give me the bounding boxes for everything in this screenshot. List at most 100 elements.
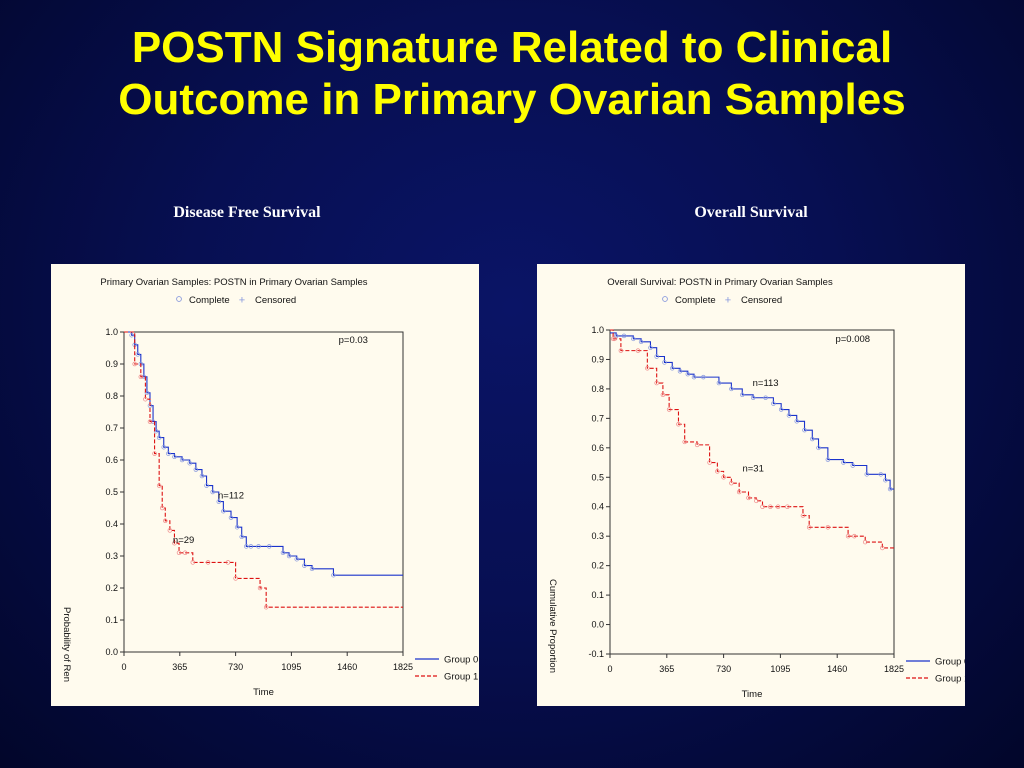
chart1-ytick-label: 0.1: [591, 590, 604, 600]
chart0-series-group0-point: [221, 508, 226, 514]
chart0-title: Primary Ovarian Samples: POSTN in Primar…: [100, 277, 367, 288]
chart1-ytick-label: 0.9: [591, 354, 604, 364]
chart1-series-group0-point: [778, 407, 784, 412]
chart1-series-group0-point: [810, 436, 815, 442]
chart1-series-group0-point: [691, 374, 697, 380]
chart1-series-group1-point: [806, 525, 812, 530]
chart1-annotation: n=31: [742, 463, 763, 474]
chart1-censored-marker-icon: +: [725, 295, 731, 307]
chart0-series-group0-point: [280, 550, 286, 556]
chart0-series-group0-point: [135, 352, 141, 357]
chart0-xtick-label: 1460: [337, 662, 357, 672]
chart0-series-group1-point: [167, 528, 173, 533]
chart1-xtick-label: 1825: [884, 664, 904, 674]
chart1-series-group0-point: [701, 374, 706, 380]
chart1-series-group1-point: [775, 504, 781, 509]
chart0-series-group0-point: [234, 524, 240, 530]
chart1-series-group1-point: [666, 407, 672, 412]
chart1-series-group1-point: [694, 442, 700, 448]
chart1-series-group1-point: [654, 380, 659, 386]
chart1-ytick-label: 1.0: [591, 325, 604, 335]
chart0-series-group0-point: [172, 454, 177, 460]
chart0-series-group0-point: [244, 544, 249, 549]
chart0-annotation: p=0.03: [339, 335, 368, 346]
chart1-annotation: n=113: [753, 378, 779, 389]
chart1-series-group0-point: [786, 413, 792, 418]
chart0-annotation: n=29: [173, 535, 194, 546]
chart0-series-group0-point: [294, 556, 300, 562]
chart1-series-group0-point: [825, 457, 831, 462]
chart1-series-group0-point: [638, 339, 644, 345]
chart1-ytick-label: 0.4: [591, 502, 604, 512]
chart1-series-group1-point: [676, 422, 681, 427]
chart0-series-group1-point: [205, 560, 211, 565]
slide-title: POSTN Signature Related to Clinical Outc…: [0, 22, 1024, 126]
chart0-series-group0-point: [144, 390, 150, 396]
chart0-series-group0-point: [204, 483, 209, 488]
chart1-ylabel: Cumulative Proportion: [547, 579, 558, 673]
chart1-series-group1-point: [800, 513, 806, 518]
chart0-ytick-label: 0.6: [105, 455, 118, 465]
chart0-series-group1-point: [132, 361, 137, 367]
chart1-series-group1-point: [852, 533, 857, 539]
chart1-series-group1-point: [754, 498, 759, 504]
chart0-series-group0-point: [228, 515, 234, 520]
right-chart-subtitle: Overall Survival: [694, 204, 808, 221]
chart0-xtick-label: 730: [228, 662, 243, 672]
chart0-series-group0-point: [239, 534, 244, 540]
chart0-ytick-label: 0.5: [105, 487, 118, 497]
chart1-ytick-label: 0.8: [591, 384, 604, 394]
chart0-series-group1-point: [182, 550, 188, 556]
chart1-series-group1-point: [715, 469, 720, 474]
chart1-series-group0-point: [841, 460, 846, 465]
chart0-series-group1-line: [124, 331, 403, 608]
chart0-series-group0-point: [256, 544, 261, 549]
chart0-series-group0-point: [193, 467, 199, 472]
chart0-series-group1-point: [152, 451, 157, 456]
chart1-legend-group0: Group 0.: [935, 657, 965, 668]
chart0-xtick-label: 1825: [393, 662, 413, 672]
chart1-xtick-label: 1460: [827, 664, 847, 674]
chart0-series-group1-point: [172, 540, 177, 546]
chart0-annotation: n=112: [218, 490, 244, 501]
chart0-xtick-label: 1095: [281, 662, 301, 672]
chart1-complete-marker-icon: [662, 296, 668, 302]
slide-title-line-1: POSTN Signature Related to Clinical: [131, 23, 893, 72]
chart0-ytick-label: 1.0: [105, 327, 118, 337]
chart0-ytick-label: 0.0: [105, 647, 118, 657]
chart1-series-group1-point: [660, 392, 666, 398]
chart1-legend-censored: Censored: [741, 295, 782, 306]
chart0-series-group1-point: [159, 505, 165, 511]
chart1-series-group1-point: [610, 336, 616, 342]
chart1-series-group1-point: [707, 460, 712, 465]
chart0-ytick-label: 0.3: [105, 551, 118, 561]
chart1-series-group0-point: [883, 477, 888, 483]
chart1-series-group0-point: [864, 472, 870, 477]
chart1-series-group0-point: [763, 395, 768, 400]
chart1-series-group0-point: [750, 395, 756, 400]
chart1-series-group0-point: [648, 345, 653, 350]
chart0-complete-marker-icon: [176, 296, 182, 302]
chart0-censored-marker-icon: +: [239, 295, 245, 307]
chart-svg-disease-free: Primary Ovarian Samples: POSTN in Primar…: [61, 277, 479, 698]
chart1-series-group1-point: [729, 480, 734, 486]
chart1-series-group0-point: [621, 333, 627, 339]
chart1-series-group0-point: [677, 368, 683, 374]
chart1-xtick-label: 1095: [770, 664, 790, 674]
chart1-ytick-label: -0.1: [588, 649, 604, 659]
chart1-series-group1-line: [610, 329, 894, 549]
chart1-series-group1-point: [618, 348, 624, 353]
chart0-ytick-label: 0.2: [105, 583, 118, 593]
chart1-ytick-label: 0.0: [591, 620, 604, 630]
chart1-series-group0-point: [850, 463, 856, 468]
chart0-series-group1-point: [176, 550, 182, 556]
chart0-ytick-label: 0.1: [105, 615, 118, 625]
chart0-series-group0-point: [286, 553, 292, 559]
chart0-series-group0-point: [302, 563, 307, 568]
chart1-series-group0-point: [631, 336, 636, 342]
chart1-series-group0-point: [654, 354, 659, 359]
chart1-series-group1-point: [880, 545, 885, 551]
chart0-series-group0-point: [309, 566, 315, 572]
chart1-series-group0-point: [740, 392, 745, 398]
chart1-series-group0-point: [669, 366, 675, 371]
